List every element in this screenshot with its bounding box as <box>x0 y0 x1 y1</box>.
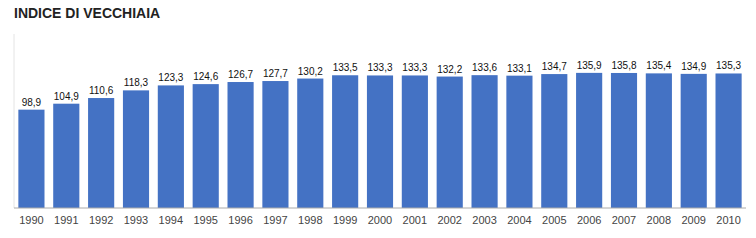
x-tick-label: 2010 <box>716 214 740 226</box>
x-tick-label: 2002 <box>437 214 461 226</box>
bar <box>472 75 498 208</box>
data-label: 133,6 <box>472 62 497 73</box>
x-tick-label: 2006 <box>577 214 601 226</box>
x-tick-label: 1993 <box>124 214 148 226</box>
x-tick-label: 1999 <box>333 214 357 226</box>
data-label: 133,1 <box>507 63 532 74</box>
x-tick-label: 1994 <box>159 214 183 226</box>
bar <box>193 84 219 208</box>
x-tick-label: 1990 <box>19 214 43 226</box>
bar <box>297 79 323 208</box>
bar <box>53 104 79 208</box>
data-label: 135,3 <box>716 60 741 71</box>
chart: INDICE DI VECCHIAIA 98,9 104,9 110,6 118,3 12… <box>0 0 756 238</box>
data-label: 134,9 <box>681 61 706 72</box>
bar <box>158 85 184 208</box>
title: INDICE DI VECCHIAIA <box>14 5 160 21</box>
x-tick-label: 2007 <box>612 214 636 226</box>
bar <box>332 75 358 208</box>
data-label: 104,9 <box>54 91 79 102</box>
x-tick-label: 2004 <box>507 214 531 226</box>
bar <box>646 73 672 208</box>
data-label: 134,7 <box>542 61 567 72</box>
x-tick-label: 1995 <box>193 214 217 226</box>
x-tick-label: 2003 <box>472 214 496 226</box>
x-tick-label: 1998 <box>298 214 322 226</box>
x-axis-line <box>14 208 746 209</box>
bar <box>88 98 114 208</box>
bar <box>541 74 567 208</box>
x-tick-label: 2008 <box>647 214 671 226</box>
bar <box>437 77 463 208</box>
x-tick-label: 2005 <box>542 214 566 226</box>
data-label: 132,2 <box>437 64 462 75</box>
data-label: 118,3 <box>124 77 149 88</box>
data-label: 123,3 <box>158 72 183 83</box>
data-label: 133,3 <box>402 62 427 73</box>
data-label: 135,4 <box>646 60 671 71</box>
bars <box>18 73 741 208</box>
data-label: 133,3 <box>367 62 392 73</box>
data-label: 126,7 <box>228 69 253 80</box>
x-tick-label: 2001 <box>403 214 427 226</box>
bar <box>576 73 602 208</box>
data-label: 130,2 <box>298 66 323 77</box>
y-axis-line <box>14 34 15 208</box>
bar <box>262 81 288 208</box>
x-tick-label: 1992 <box>89 214 113 226</box>
bar <box>611 73 637 208</box>
data-label: 135,8 <box>611 60 636 71</box>
x-tick-label: 1991 <box>54 214 78 226</box>
bar <box>228 82 254 208</box>
bar <box>18 110 44 208</box>
data-label: 133,5 <box>333 62 358 73</box>
data-label: 124,6 <box>193 71 218 82</box>
x-tick-label: 2009 <box>681 214 705 226</box>
bar <box>123 90 149 208</box>
x-tick-label: 1997 <box>263 214 287 226</box>
data-label: 110,6 <box>89 85 114 96</box>
x-tick-label: 2000 <box>368 214 392 226</box>
data-label: 127,7 <box>263 68 288 79</box>
x-tick-label: 1996 <box>228 214 252 226</box>
bar <box>402 75 428 208</box>
bar <box>716 73 742 208</box>
bar <box>681 74 707 208</box>
data-label: 98,9 <box>22 97 42 108</box>
bar <box>506 76 532 208</box>
bar <box>367 75 393 208</box>
data-label: 135,9 <box>577 60 602 71</box>
